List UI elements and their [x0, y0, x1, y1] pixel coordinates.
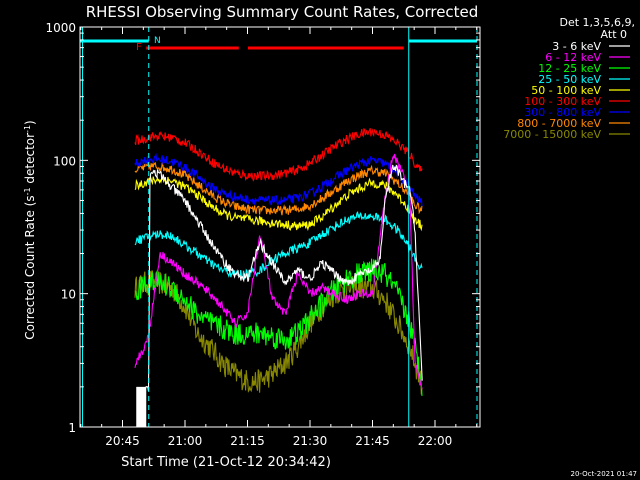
series-line-7000-15000-kev: [134, 269, 423, 395]
x-tick-label: 21:45: [355, 434, 390, 448]
x-tick-label: 20:45: [105, 434, 140, 448]
legend-label-25-50-kev: 25 - 50 keV: [538, 73, 601, 86]
series-line-3-6-kev: [144, 164, 423, 392]
plot-area: F N 20:45 21:00 21:15 21:30 21:45 22:00 1 10 100 10…: [45, 21, 481, 448]
x-tick-label: 21:00: [168, 434, 203, 448]
legend-header-attenuator: Att 0: [601, 28, 627, 41]
legend-label-300-800-kev: 300 - 800 keV: [524, 106, 601, 119]
series-line-300-800-kev: [134, 152, 423, 207]
x-axis-label: Start Time (21-Oct-12 20:34:42): [121, 455, 331, 470]
x-tick-label: 22:00: [418, 434, 453, 448]
attenuator-state-block: [136, 386, 147, 427]
series-line-25-50-kev: [134, 211, 423, 280]
legend-label-6-12-kev: 6 - 12 keV: [545, 51, 601, 64]
series-group: [134, 128, 423, 396]
legend-label-7000-15000-kev: 7000 - 15000 keV: [503, 128, 601, 141]
legend-label-3-6-kev: 3 - 6 keV: [552, 40, 601, 53]
series-line-12-25-kev: [134, 258, 423, 396]
legend-label-100-300-kev: 100 - 300 keV: [524, 95, 601, 108]
legend-header-detectors: Det 1,3,5,6,9,: [559, 16, 635, 29]
night-flag-label: N: [154, 36, 161, 46]
series-line-50-100-kev: [134, 175, 423, 232]
plot-timestamp-footer: 20-Oct-2021 01:47: [571, 470, 637, 478]
x-tick-label: 21:30: [293, 434, 328, 448]
y-tick-label: 1000: [45, 21, 76, 35]
chart-title: RHESSI Observing Summary Count Rates, Co…: [86, 3, 479, 21]
plot-frame: [79, 26, 481, 428]
y-tick-label: 1: [68, 421, 76, 435]
flare-flag-label: F: [136, 42, 142, 53]
y-axis-label: Corrected Count Rate (s-1 detector-1): [23, 120, 37, 339]
legend-label-50-100-kev: 50 - 100 keV: [531, 84, 601, 97]
x-tick-label: 21:15: [230, 434, 265, 448]
y-tick-label: 10: [61, 288, 76, 302]
series-line-6-12-kev: [134, 153, 423, 390]
legend-label-12-25-kev: 12 - 25 keV: [538, 62, 601, 75]
series-line-100-300-kev: [134, 128, 423, 182]
legend-label-800-7000-kev: 800 - 7000 keV: [517, 117, 601, 130]
series-line-800-7000-kev: [134, 161, 423, 216]
y-tick-label: 100: [53, 154, 76, 168]
